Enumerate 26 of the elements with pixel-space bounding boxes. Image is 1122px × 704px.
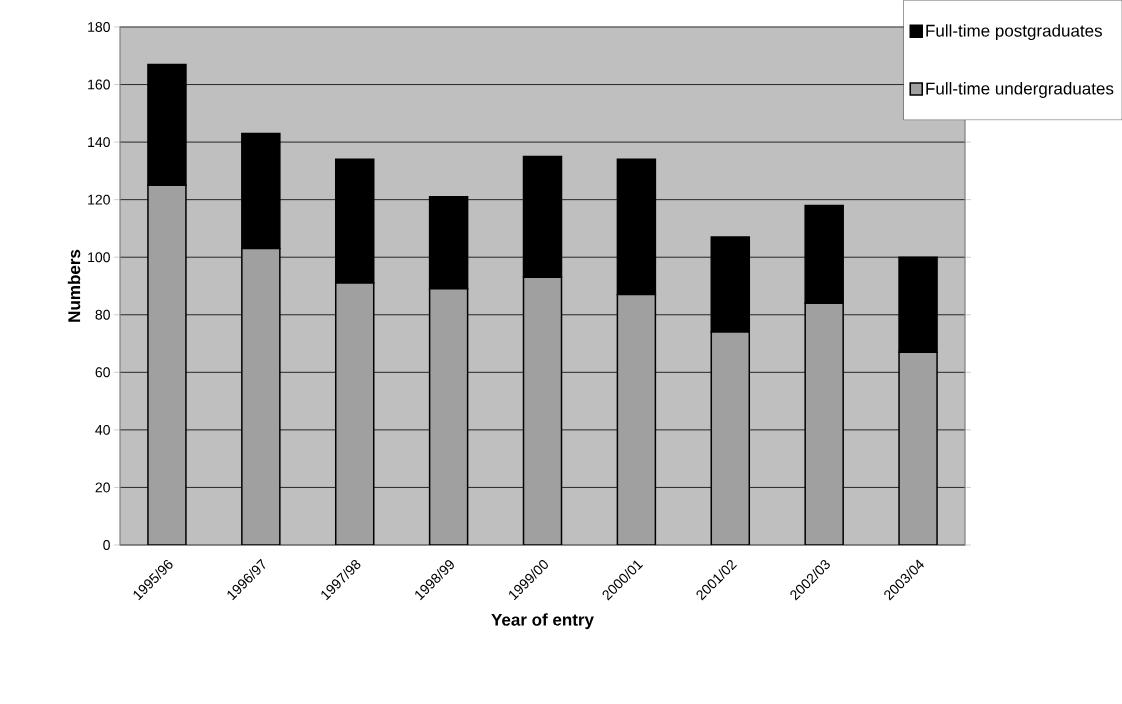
y-tick-label: 180 <box>88 22 110 32</box>
y-tick-label: 160 <box>88 79 110 90</box>
y-tick-label: 0 <box>103 540 110 550</box>
bar <box>804 204 844 305</box>
bar <box>428 288 469 545</box>
bar <box>522 276 563 545</box>
bar <box>710 331 751 545</box>
bar <box>428 196 469 290</box>
y-tick-label: 60 <box>95 367 110 378</box>
y-tick-label: 140 <box>88 137 110 148</box>
bar <box>147 184 187 545</box>
y-tick-label: 100 <box>88 252 110 263</box>
bar <box>710 236 751 333</box>
y-tick-label: 80 <box>95 309 110 320</box>
y-tick-label: 20 <box>95 482 110 493</box>
x-axis-title: Year of entry <box>491 613 594 630</box>
y-tick-label: 40 <box>95 424 110 435</box>
bar <box>241 247 281 545</box>
bar <box>334 282 375 545</box>
y-tick-label: 120 <box>88 194 110 205</box>
bar <box>616 293 657 545</box>
y-axis-title: Numbers <box>67 249 81 322</box>
bar <box>898 351 938 545</box>
legend-label: Full-time postgraduates <box>926 24 1102 41</box>
legend-label: Full-time undergraduates <box>926 82 1114 98</box>
bar <box>804 302 844 545</box>
